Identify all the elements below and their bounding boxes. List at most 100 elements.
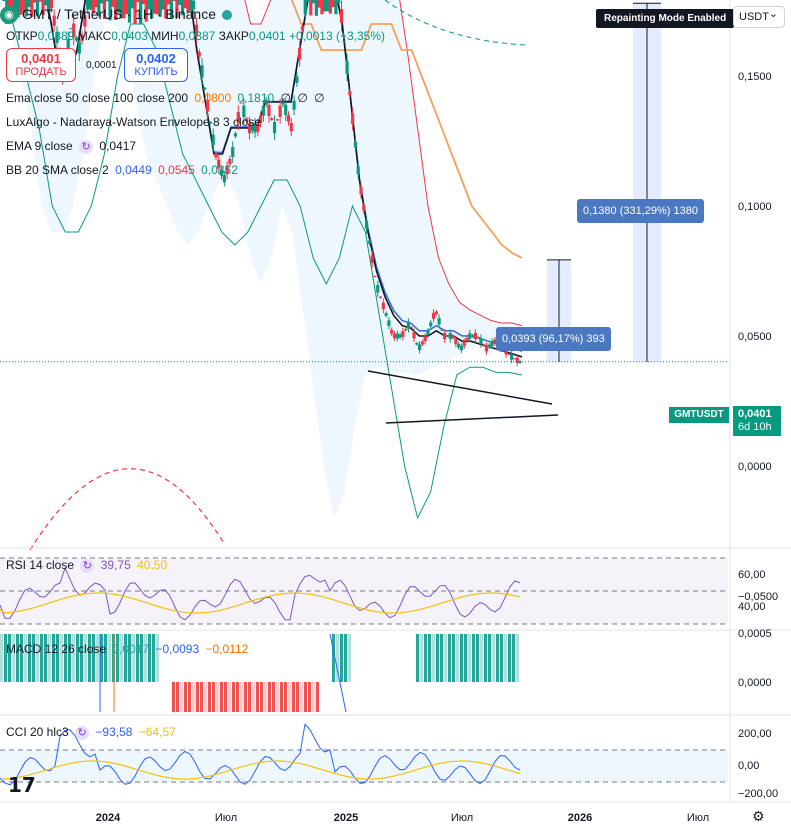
candle-body	[376, 285, 380, 293]
candle-body	[454, 338, 458, 345]
candle-body	[211, 134, 215, 146]
candle-body	[470, 335, 475, 337]
candle-body	[278, 105, 282, 117]
candle-body	[295, 76, 299, 83]
candle-body	[448, 332, 452, 340]
macd-hist-bar	[128, 634, 131, 682]
legend-macd[interactable]: MACD 12 26 close 0,0017 −0,0093 −0,0112	[6, 642, 249, 656]
macd-hist-bar	[464, 634, 467, 682]
candle-body	[261, 105, 265, 116]
buy-button[interactable]: 0,0402 КУПИТЬ	[124, 48, 188, 82]
candle-body	[476, 336, 480, 338]
symbol-price-badge: GMTUSDT	[669, 407, 729, 423]
candle-body	[55, 32, 59, 43]
macd-hist-bar	[68, 634, 71, 682]
legend-ema-multi[interactable]: Ema close 50 close 100 close 200 0,0800 …	[6, 91, 325, 105]
candle-body	[155, 0, 160, 15]
candle-body	[80, 34, 84, 41]
candle-body	[392, 333, 397, 339]
candle-body	[356, 166, 360, 175]
currency-select[interactable]: USDT	[733, 4, 785, 28]
macd-hist-bar	[8, 634, 11, 682]
macd-hist-bar	[444, 634, 447, 682]
macd-hist-bar	[448, 634, 451, 682]
candle-body	[250, 125, 254, 131]
candle-body	[303, 0, 307, 15]
candle-body	[398, 334, 402, 338]
candle-body	[401, 331, 405, 337]
macd-hist-bar	[220, 682, 223, 712]
candle-body	[2, 0, 6, 1]
macd-hist-bar	[268, 682, 271, 712]
macd-hist-bar	[264, 682, 267, 712]
macd-hist-bar	[440, 634, 443, 682]
macd-hist-bar	[336, 634, 339, 682]
macd-hist-bar	[428, 634, 431, 682]
candle-body	[52, 15, 56, 26]
symbol-header[interactable]: ◉ GMT / TetherUS · 1H · Binance	[0, 6, 232, 25]
candle-body	[233, 133, 238, 137]
candle-body	[88, 0, 93, 10]
candle-body	[66, 39, 70, 53]
rsi-tick-label: 60,00	[738, 569, 766, 581]
macd-hist-bar	[140, 634, 143, 682]
refresh-icon[interactable]: ↻	[75, 725, 90, 740]
macd-hist-bar	[0, 634, 3, 682]
candle-body	[94, 0, 98, 8]
candle-body	[482, 344, 486, 346]
bollinger-fill	[7, 0, 522, 518]
refresh-icon[interactable]: ↻	[80, 558, 95, 573]
candle-body	[231, 147, 235, 157]
candle-body	[150, 0, 154, 19]
candle-body	[281, 100, 285, 105]
candle-body	[38, 0, 42, 2]
candle-body	[49, 0, 54, 9]
candle-body	[334, 0, 338, 15]
macd-hist-bar	[288, 682, 291, 712]
candle-body	[27, 0, 31, 8]
measure-label-long[interactable]: 0,1380 (331,29%) 1380	[577, 199, 704, 223]
macd-hist-bar	[88, 634, 91, 682]
bb-upper-line	[244, 0, 523, 327]
legend-bb[interactable]: BB 20 SMA close 2 0,0449 0,0545 0,0352	[6, 163, 238, 177]
macd-line	[329, 633, 347, 713]
macd-hist-bar	[12, 634, 15, 682]
time-tick-label: 2024	[96, 812, 121, 824]
countdown: 6d 10h	[738, 421, 772, 433]
candle-body	[264, 99, 268, 105]
macd-hist-bar	[28, 634, 31, 682]
candle-body	[298, 47, 302, 60]
candle-body	[487, 344, 491, 348]
spread-value: 0,0001	[86, 60, 117, 71]
macd-hist-bar	[56, 634, 59, 682]
macd-hist-bar	[132, 634, 135, 682]
candle-body	[300, 25, 305, 31]
macd-hist-bar	[4, 634, 7, 682]
tradingview-logo-icon[interactable]: 𝟭𝟳	[8, 775, 36, 797]
candle-body	[19, 0, 23, 15]
candle-body	[337, 0, 341, 3]
candle-body	[445, 335, 450, 337]
candle-body	[192, 0, 196, 10]
sell-button[interactable]: 0,0401 ПРОДАТЬ	[6, 48, 76, 82]
candle-body	[178, 0, 182, 5]
macd-hist-bar	[432, 634, 435, 682]
candle-body	[175, 0, 179, 18]
measure-label-short[interactable]: 0,0393 (96,17%) 393	[496, 327, 611, 351]
macd-hist-bar	[420, 634, 423, 682]
candle-body	[108, 0, 112, 21]
legend-rsi[interactable]: RSI 14 close ↻ 39,75 40,50	[6, 558, 168, 573]
macd-hist-bar	[304, 682, 307, 712]
refresh-icon[interactable]: ↻	[79, 139, 94, 154]
price-tick-label: 0,1500	[738, 71, 772, 83]
cci-tick-label: 200,00	[738, 728, 772, 740]
legend-cci[interactable]: CCI 20 hlc3 ↻ −93,58 −64,57	[6, 725, 176, 740]
legend-ema9[interactable]: EMA 9 close ↻ 0,0417	[6, 139, 137, 154]
legend-luxalgo[interactable]: LuxAlgo - Nadaraya-Watson Envelope 8 3 c…	[6, 115, 262, 129]
candle-body	[328, 0, 332, 14]
candle-body	[242, 105, 246, 118]
gear-icon[interactable]: ⚙	[752, 808, 765, 824]
candle-body	[426, 330, 430, 336]
macd-hist-bar	[48, 634, 51, 682]
